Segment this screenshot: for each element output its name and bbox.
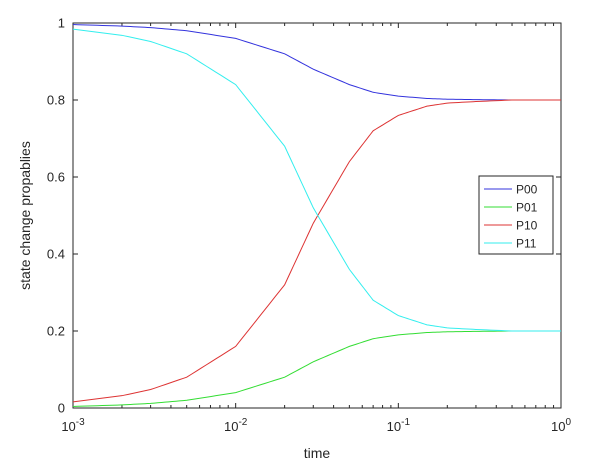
legend-label-p01: P01: [516, 201, 538, 215]
series-line-p00: [72, 24, 561, 101]
series-lines: [72, 24, 561, 407]
y-tick-label: 0.4: [47, 247, 65, 262]
y-axis-title: state change propablies: [17, 141, 33, 290]
x-tick-label: 100: [551, 417, 571, 434]
legend-label-p00: P00: [516, 183, 538, 197]
y-tick-label: 0.6: [47, 170, 65, 185]
x-tick-label: 10-1: [387, 417, 411, 434]
x-tick-label: 10-3: [61, 417, 85, 434]
legend: P00 P01 P10 P11: [478, 175, 554, 255]
y-tick-label: 0.2: [47, 324, 65, 339]
x-tick-label: 10-2: [224, 417, 248, 434]
y-tick-label: 0.8: [47, 93, 65, 108]
series-line-p11: [72, 28, 561, 332]
x-axis-title: time: [304, 445, 331, 461]
y-tick-label: 1: [58, 16, 65, 31]
ticks: 0 0.2 0.4 0.6 0.8 1 10-3 10-2 10-1 100: [47, 16, 572, 435]
legend-label-p11: P11: [516, 237, 537, 251]
y-tick-label: 0: [58, 401, 65, 416]
series-line-p10: [72, 99, 561, 403]
series-line-p01: [72, 330, 561, 407]
legend-label-p10: P10: [516, 219, 538, 233]
